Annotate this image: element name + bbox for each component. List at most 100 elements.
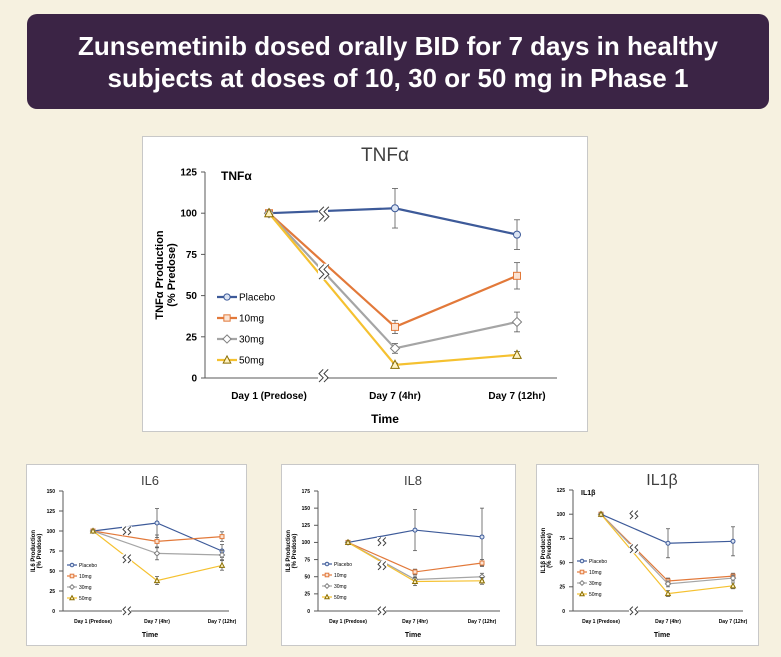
il1b-chart-panel: IL1β IL1β 0 25 50 75 100 125 IL1β Production (% P…	[536, 464, 759, 646]
il1b-break-gap	[629, 544, 639, 554]
marker-10mg	[219, 534, 225, 540]
tnfa-y-tick-label: 125	[180, 168, 197, 179]
il6-x-break-a	[122, 606, 127, 616]
il6-series-break-b	[127, 554, 132, 564]
il1b-series-50mg	[597, 510, 737, 597]
il6-series-break-a	[122, 526, 127, 536]
marker-10mg	[513, 271, 521, 280]
il8-legend-label-10mg: 10mg	[334, 573, 347, 579]
tnfa-x-break-b	[323, 369, 329, 383]
marker-30mg	[323, 582, 331, 590]
marker-50mg	[411, 577, 419, 585]
il6-break-gap	[122, 526, 132, 536]
tnfa-x-tick-label: Day 7 (4hr)	[369, 391, 421, 402]
tnfa-series-50mg	[263, 207, 523, 369]
il8-series-break-a	[377, 537, 382, 547]
marker-Placebo	[579, 558, 585, 564]
il6-chart-panel: IL6 0 25 50 75 100 125 150 IL6 Production (% Pred…	[26, 464, 247, 646]
marker-30mg	[664, 580, 672, 588]
il8-y-tick-label: 100	[302, 540, 311, 546]
il8-break-gap	[377, 561, 387, 571]
il6-series-30mg	[89, 527, 226, 561]
il1b-line-30mg	[600, 513, 734, 585]
il1b-series-break-a	[629, 510, 634, 520]
marker-30mg	[222, 334, 232, 344]
il8-y-tick-label: 0	[307, 609, 310, 615]
tnfa-x-tick-label: Day 1 (Predose)	[231, 391, 307, 402]
marker-50mg	[579, 590, 585, 597]
marker-50mg	[344, 538, 352, 545]
il1b-break-gap	[629, 510, 639, 520]
tnfa-legend-label-10mg: 10mg	[239, 314, 264, 325]
il1b-y-tick-label: 50	[559, 560, 565, 566]
il1b-series-Placebo	[598, 511, 736, 559]
marker-10mg	[412, 569, 418, 575]
il8-title: IL8	[404, 473, 422, 488]
il1b-title: IL1β	[646, 472, 677, 489]
il8-x-tick-label: Day 7 (4hr)	[402, 619, 428, 625]
il8-y-tick-label: 25	[304, 592, 310, 598]
title-banner: Zunsemetinib dosed orally BID for 7 days…	[27, 14, 769, 109]
il6-legend-label-10mg: 10mg	[79, 574, 92, 580]
tnfa-break-gap	[318, 206, 328, 223]
marker-50mg	[153, 576, 161, 584]
il1b-y-label-1: IL1β Production	[541, 527, 547, 573]
il8-legend-label-30mg: 30mg	[334, 584, 347, 590]
tnfa-series-break-b	[323, 264, 330, 280]
marker-50mg	[69, 594, 75, 601]
tnfa-y-label-1: TNFα Production	[154, 230, 166, 320]
il6-legend-label-30mg: 30mg	[79, 585, 92, 591]
marker-50mg	[218, 561, 226, 568]
marker-10mg	[223, 314, 231, 322]
tnfa-x-label: Time	[371, 412, 399, 426]
marker-10mg	[69, 573, 75, 579]
il6-y-tick-label: 125	[47, 509, 56, 515]
il8-series-break-a	[377, 561, 382, 571]
marker-Placebo	[154, 520, 160, 526]
marker-10mg	[154, 538, 160, 544]
marker-Placebo	[665, 540, 671, 546]
il6-series-Placebo	[90, 508, 225, 558]
tnfa-title: TNFα	[361, 145, 409, 166]
il6-legend-label-50mg: 50mg	[79, 596, 92, 602]
il8-y-tick-label: 125	[302, 523, 311, 529]
il8-y-tick-label: 75	[304, 557, 310, 563]
tnfa-line-10mg	[268, 212, 518, 329]
marker-50mg	[222, 354, 232, 364]
tnfa-legend-label-50mg: 50mg	[239, 356, 264, 367]
tnfa-x-break-a	[318, 369, 324, 383]
marker-30mg	[578, 579, 586, 587]
il8-x-break-b	[382, 606, 387, 616]
tnfa-y-tick-label: 0	[191, 374, 197, 385]
marker-Placebo	[730, 538, 736, 544]
il1b-series-break-b	[634, 510, 639, 520]
il1b-x-tick-label: Day 7 (4hr)	[655, 619, 681, 625]
il6-x-tick-label: Day 7 (12hr)	[208, 619, 237, 625]
il8-chart: IL8 0 25 50 75 100 125 150 175 IL8 Production (% P…	[286, 473, 500, 639]
il8-x-label: Time	[405, 632, 421, 639]
marker-10mg	[579, 569, 585, 575]
marker-50mg	[511, 349, 523, 359]
marker-30mg	[153, 550, 161, 557]
il1b-x-break-a	[629, 606, 634, 616]
marker-50mg	[597, 510, 605, 517]
il6-y-tick-label: 150	[47, 489, 56, 495]
il1b-legend-label-10mg: 10mg	[589, 570, 602, 576]
il8-y-label-1: IL8 Production	[286, 530, 292, 572]
il6-y-tick-label: 0	[52, 609, 55, 615]
il1b-y-label-2: (% Predose)	[547, 533, 553, 568]
tnfa-series-break-a	[318, 206, 325, 222]
il1b-inner-label: IL1β	[581, 490, 596, 497]
il6-y-tick-label: 50	[49, 569, 55, 575]
il8-y-tick-label: 50	[304, 574, 310, 580]
marker-Placebo	[391, 204, 399, 213]
il8-legend-label-50mg: 50mg	[334, 595, 347, 601]
tnfa-legend-label-30mg: 30mg	[239, 335, 264, 346]
il6-y-tick-label: 100	[47, 529, 56, 535]
tnfa-line-50mg	[268, 212, 518, 366]
il6-x-tick-label: Day 7 (4hr)	[144, 619, 170, 625]
il6-break-gap	[122, 554, 132, 564]
il1b-legend-label-50mg: 50mg	[589, 592, 602, 598]
il1b-x-label: Time	[654, 632, 670, 639]
il1b-series-break-a	[629, 544, 634, 554]
